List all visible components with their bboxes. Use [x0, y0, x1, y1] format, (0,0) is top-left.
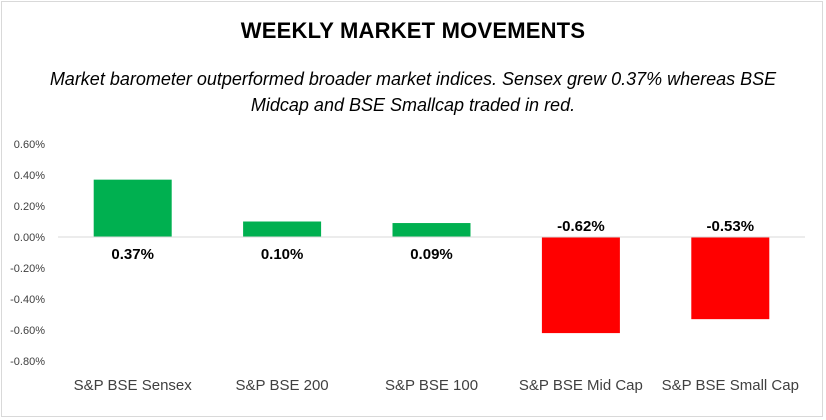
bar — [243, 221, 322, 237]
x-category-label: S&P BSE 200 — [236, 377, 329, 394]
data-label: -0.62% — [557, 218, 605, 235]
data-label: -0.53% — [707, 218, 755, 235]
y-tick-label: -0.80% — [10, 356, 45, 368]
data-label: 0.10% — [261, 246, 304, 263]
x-category-label: S&P BSE Sensex — [74, 377, 193, 394]
y-tick-label: 0.40% — [14, 170, 45, 182]
data-label: 0.09% — [410, 246, 453, 263]
y-tick-label: -0.20% — [10, 263, 45, 275]
y-tick-label: 0.00% — [14, 232, 45, 244]
data-label: 0.37% — [111, 246, 154, 263]
y-tick-label: 0.20% — [14, 201, 45, 213]
x-category-label: S&P BSE 100 — [385, 377, 478, 394]
bar — [392, 223, 471, 237]
bar — [541, 237, 620, 334]
x-category-label: S&P BSE Mid Cap — [519, 377, 643, 394]
y-tick-label: -0.40% — [10, 294, 45, 306]
y-tick-label: 0.60% — [14, 139, 45, 151]
x-category-label: S&P BSE Small Cap — [662, 377, 799, 394]
chart-subtitle: Market barometer outperformed broader ma… — [49, 69, 777, 115]
chart-title: WEEKLY MARKET MOVEMENTS — [240, 18, 586, 43]
bar — [93, 179, 172, 237]
y-tick-label: -0.60% — [10, 325, 45, 337]
bar — [691, 237, 770, 320]
